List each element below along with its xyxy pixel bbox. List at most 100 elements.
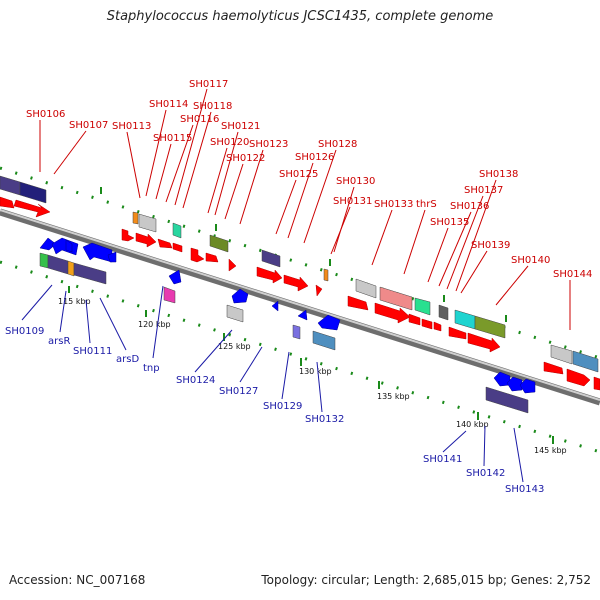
forward-labels: SH0106 SH0107 SH0113 SH0114 SH0115 SH011… (26, 79, 592, 280)
gene-arrow (519, 378, 536, 394)
gene-block (67, 260, 75, 277)
gene-label: arsD (116, 354, 139, 365)
gene-arrow (168, 269, 182, 285)
gene-arrow (51, 237, 79, 256)
gene-arrow (256, 266, 283, 284)
gene-arrow (315, 284, 323, 297)
gene-block (132, 211, 139, 225)
gene-block (355, 278, 377, 299)
gene-block (163, 286, 176, 304)
gene-label: SH0113 (112, 121, 151, 132)
gene-block (39, 252, 49, 269)
gene-label: SH0133 (374, 199, 413, 210)
gene-label: SH0121 (221, 121, 260, 132)
gene-block (47, 254, 69, 275)
gene-label: SH0114 (149, 99, 188, 110)
gene-block (0, 175, 21, 196)
reverse-genes (39, 237, 536, 394)
gene-label: SH0138 (479, 169, 518, 180)
gene-label: SH0142 (466, 468, 505, 479)
genome-summary-text: Topology: circular; Length: 2,685,015 bp… (261, 573, 591, 587)
gene-label: SH0144 (553, 269, 592, 280)
gene-label: SH0107 (69, 120, 108, 131)
gene-label: SH0118 (193, 101, 232, 112)
gene-block (379, 286, 413, 311)
reverse-labels: SH0109 arsR SH0111 arsD tnp SH0124 SH012… (5, 326, 544, 495)
gene-arrow (271, 300, 279, 312)
gene-block (209, 234, 229, 253)
gene-label: SH0106 (26, 109, 65, 120)
reverse-leader-lines (21, 284, 524, 483)
gene-label: SH0141 (423, 454, 462, 465)
gene-arrow (467, 332, 501, 353)
gene-arrow (593, 376, 600, 391)
gene-label: SH0116 (180, 114, 219, 125)
gene-block (292, 324, 301, 340)
gene-label: SH0115 (153, 133, 192, 144)
tick-label: 145 kbp (534, 446, 567, 455)
gene-block (572, 350, 599, 373)
gene-arrow (283, 274, 309, 292)
gene-label: SH0120 (210, 137, 249, 148)
gene-block (19, 181, 47, 204)
gene-block (485, 386, 529, 414)
gene-arrow (157, 238, 173, 249)
gene-arrow (433, 321, 442, 332)
gene-arrow (107, 251, 117, 263)
gene-label: thrS (416, 199, 437, 210)
gene-label: SH0129 (263, 401, 302, 412)
tick-label: 125 kbp (218, 342, 251, 351)
gene-arrow (231, 288, 249, 304)
gene-arrow (297, 309, 308, 321)
gene-label: SH0122 (226, 153, 265, 164)
gene-block (73, 262, 107, 285)
tick-labels: 115 kbp 120 kbp 125 kbp 130 kbp 135 kbp … (58, 297, 567, 455)
gene-label: SH0132 (305, 414, 344, 425)
gene-label: SH0139 (471, 240, 510, 251)
gene-block (226, 304, 244, 323)
gene-label: SH0140 (511, 255, 550, 266)
gene-arrow (347, 295, 369, 311)
gene-arrow (0, 196, 15, 209)
forward-leader-lines (39, 88, 571, 330)
gene-label: SH0123 (249, 139, 288, 150)
tick-label: 115 kbp (58, 297, 91, 306)
gene-label: SH0111 (73, 346, 112, 357)
gene-arrow (317, 314, 341, 331)
gene-arrow (205, 252, 219, 263)
tick-label: 130 kbp (299, 367, 332, 376)
gene-label: tnp (143, 363, 160, 374)
gene-arrow (448, 326, 467, 340)
gene-arrow (172, 242, 183, 253)
tick-label: 120 kbp (138, 320, 171, 329)
gene-label: SH0125 (279, 169, 318, 180)
gene-arrow (39, 237, 57, 251)
gene-label: SH0143 (505, 484, 544, 495)
gene-arrow (121, 228, 135, 242)
tick-label: 135 kbp (377, 392, 410, 401)
gene-label: SH0126 (295, 152, 334, 163)
gene-label: SH0135 (430, 217, 469, 228)
gene-arrow (135, 232, 157, 248)
gene-label: SH0124 (176, 375, 215, 386)
reverse-blocks (39, 252, 529, 414)
gene-label: SH0136 (450, 201, 489, 212)
genome-backbone-highlight (0, 209, 600, 401)
gene-arrow (13, 199, 51, 218)
gene-block (414, 297, 431, 316)
gene-arrow (65, 239, 73, 253)
gene-arrow (408, 313, 421, 326)
gene-arrow (421, 318, 433, 330)
gene-arrow (228, 258, 237, 272)
gene-arrow (566, 368, 591, 387)
gene-label: SH0128 (318, 139, 357, 150)
gene-label: SH0130 (336, 176, 375, 187)
gene-arrow (374, 302, 411, 324)
forward-blocks (0, 175, 599, 373)
gene-arrow (543, 361, 564, 375)
tick-label: 140 kbp (456, 420, 489, 429)
gene-label: SH0131 (333, 196, 372, 207)
gene-block (454, 309, 476, 330)
gene-label: SH0127 (219, 386, 258, 397)
